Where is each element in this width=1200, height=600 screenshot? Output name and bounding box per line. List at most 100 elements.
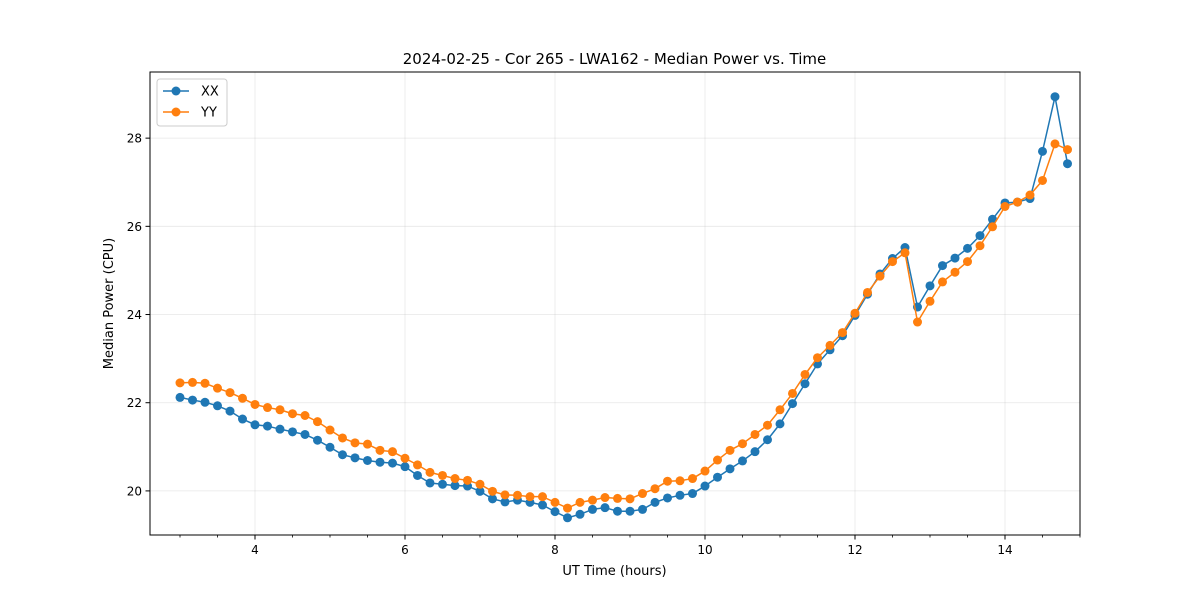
series-yy-point bbox=[775, 405, 785, 415]
series-xx-point bbox=[588, 504, 597, 514]
series-yy-point bbox=[350, 438, 360, 448]
series-yy-point bbox=[438, 470, 447, 480]
series-xx-point bbox=[700, 481, 710, 491]
series-xx-point bbox=[950, 253, 960, 263]
y-axis-label: Median Power (CPU) bbox=[102, 238, 117, 369]
x-axis-label: UT Time (hours) bbox=[562, 564, 666, 579]
series-yy-point bbox=[513, 490, 522, 500]
series-yy-point bbox=[313, 417, 322, 427]
series-yy-point bbox=[325, 425, 335, 435]
series-yy-point bbox=[788, 388, 797, 398]
series-yy-point bbox=[688, 474, 697, 484]
series-yy-point bbox=[750, 429, 760, 439]
series-xx-point bbox=[613, 506, 622, 516]
series-yy-point bbox=[563, 503, 572, 513]
series-yy-point bbox=[363, 439, 372, 449]
series-yy-point bbox=[400, 453, 410, 463]
series-yy-point bbox=[813, 353, 822, 363]
series-yy-point bbox=[338, 433, 347, 443]
series-xx-point bbox=[238, 414, 247, 424]
series-yy-point bbox=[650, 484, 660, 494]
series-yy-point bbox=[588, 495, 597, 505]
series-yy-point bbox=[425, 467, 435, 477]
series-xx-point bbox=[625, 506, 635, 516]
series-xx-point bbox=[713, 472, 722, 482]
series-xx-point bbox=[225, 406, 235, 416]
series-yy-point bbox=[613, 493, 622, 503]
series-xx-point bbox=[963, 243, 972, 253]
series-xx-point bbox=[338, 450, 347, 460]
series-yy-point bbox=[488, 486, 497, 496]
grid-lines bbox=[150, 72, 1080, 535]
series-xx-point bbox=[188, 395, 197, 405]
series-yy-point bbox=[413, 460, 422, 470]
series-yy-point bbox=[713, 455, 722, 465]
series-xx-point bbox=[788, 399, 797, 409]
series-xx-point bbox=[500, 497, 510, 507]
series-xx-point bbox=[563, 513, 572, 523]
series-yy-point bbox=[825, 340, 835, 350]
series-xx-point bbox=[988, 214, 997, 224]
series-xx-point bbox=[538, 500, 547, 510]
series-yy-point bbox=[900, 248, 910, 258]
series-xx-point bbox=[938, 261, 947, 271]
series-yy-point bbox=[463, 475, 472, 485]
series-xx-point bbox=[975, 231, 985, 241]
legend-xx-label: XX bbox=[201, 85, 219, 100]
series-xx-point bbox=[263, 421, 272, 431]
series-yy-point bbox=[1050, 139, 1060, 149]
series-xx-point bbox=[925, 281, 935, 291]
series-xx-point bbox=[325, 442, 335, 452]
x-tick-label: 4 bbox=[251, 543, 259, 557]
series-yy-point bbox=[725, 445, 735, 455]
series-xx-point bbox=[413, 470, 422, 480]
series-xx-point bbox=[425, 478, 435, 488]
series-xx-point bbox=[638, 504, 647, 514]
series-xx-point bbox=[725, 464, 735, 474]
series-yy-point bbox=[700, 466, 710, 476]
y-tick-label: 22 bbox=[127, 396, 142, 410]
series-yy-point bbox=[975, 241, 985, 251]
y-tick-label: 24 bbox=[127, 308, 142, 322]
series-yy-point bbox=[800, 369, 810, 379]
series-xx-point bbox=[600, 503, 610, 513]
series-yy-point bbox=[963, 257, 972, 267]
series-xx-point bbox=[775, 419, 785, 429]
x-tick-label: 14 bbox=[997, 543, 1012, 557]
legend-xx-marker bbox=[171, 86, 181, 96]
series-xx-point bbox=[650, 497, 660, 507]
y-tick-label: 28 bbox=[127, 132, 142, 146]
series-yy-point bbox=[288, 409, 297, 419]
series-yy-point bbox=[763, 420, 772, 430]
axis-ticks: 4 6 8 10 12 14 20 22 24 26 28 bbox=[127, 132, 1081, 557]
series-yy-point bbox=[1013, 197, 1022, 207]
series-yy-point bbox=[625, 494, 635, 504]
series-yy-point bbox=[175, 378, 185, 388]
series-yy-point bbox=[1038, 175, 1047, 185]
series-xx-point bbox=[1063, 159, 1072, 169]
legend-yy-label: YY bbox=[200, 106, 217, 121]
series-yy-point bbox=[300, 411, 310, 420]
series-yy-point bbox=[238, 393, 247, 403]
series-xx-point bbox=[738, 456, 747, 466]
series-xx-point bbox=[363, 455, 372, 465]
series-yy-point bbox=[475, 479, 485, 489]
series-xx-point bbox=[313, 435, 322, 445]
series-layer bbox=[175, 92, 1072, 523]
series-yy-point bbox=[675, 476, 685, 486]
series-yy-point bbox=[938, 277, 947, 287]
legend-yy-marker bbox=[171, 107, 181, 117]
series-xx-point bbox=[688, 489, 697, 499]
series-xx-point bbox=[488, 494, 497, 504]
series-yy-point bbox=[250, 399, 260, 409]
series-xx-point bbox=[400, 462, 410, 472]
series-yy-point bbox=[850, 308, 860, 318]
y-tick-label: 26 bbox=[127, 220, 142, 234]
x-tick-label: 6 bbox=[401, 543, 409, 557]
x-tick-label: 8 bbox=[551, 543, 559, 557]
series-yy-point bbox=[375, 445, 385, 455]
series-yy-point bbox=[263, 403, 272, 413]
series-xx-point bbox=[288, 427, 297, 437]
series-xx-point bbox=[213, 401, 222, 411]
